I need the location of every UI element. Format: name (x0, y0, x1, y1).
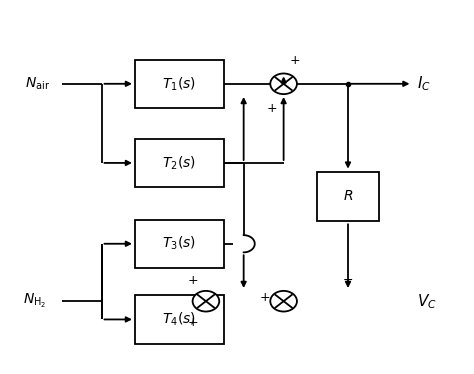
Text: −: − (343, 274, 353, 287)
Text: +: + (188, 274, 199, 287)
Text: $N_{\mathrm{H_2}}$: $N_{\mathrm{H_2}}$ (23, 292, 46, 310)
Bar (317, 172, 379, 221)
Text: +: + (260, 291, 270, 304)
Circle shape (270, 73, 297, 94)
Text: $I_C$: $I_C$ (417, 74, 431, 93)
Text: $R$: $R$ (343, 190, 353, 203)
Text: $T_2(s)$: $T_2(s)$ (162, 154, 196, 172)
Bar (135, 220, 224, 268)
Text: +: + (188, 316, 199, 329)
Text: $V_C$: $V_C$ (417, 292, 437, 310)
Text: +: + (266, 102, 277, 115)
Bar (135, 60, 224, 108)
Text: $T_1(s)$: $T_1(s)$ (162, 75, 196, 92)
Circle shape (270, 291, 297, 312)
Text: $T_3(s)$: $T_3(s)$ (162, 235, 196, 252)
Text: $T_4(s)$: $T_4(s)$ (162, 311, 196, 328)
Bar (135, 139, 224, 187)
Text: $N_{\mathrm{air}}$: $N_{\mathrm{air}}$ (25, 76, 50, 92)
Circle shape (192, 291, 219, 312)
Text: +: + (290, 54, 300, 67)
Bar (135, 295, 224, 344)
